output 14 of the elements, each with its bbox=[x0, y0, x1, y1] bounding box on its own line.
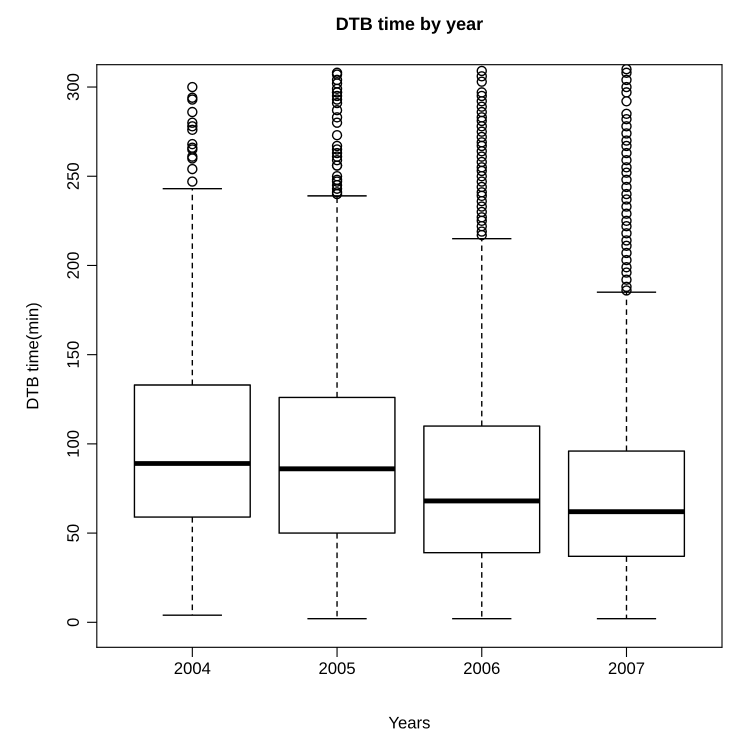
x-tick-label: 2007 bbox=[608, 662, 644, 674]
y-tick-label: 50 bbox=[67, 524, 79, 542]
y-tick-label: 300 bbox=[67, 74, 79, 100]
x-tick-label: 2006 bbox=[464, 662, 500, 674]
y-axis-title: DTB time(min) bbox=[26, 303, 42, 408]
y-tick-label: 0 bbox=[67, 618, 79, 626]
x-tick-label: 2004 bbox=[174, 662, 210, 674]
y-tick-label: 200 bbox=[67, 252, 79, 279]
x-tick-label: 2005 bbox=[319, 662, 355, 674]
x-axis-title: Years bbox=[388, 716, 430, 729]
y-tick-label: 100 bbox=[67, 430, 79, 457]
y-tick-label: 150 bbox=[67, 341, 79, 368]
y-tick-label: 250 bbox=[67, 162, 79, 190]
chart-title: DTB time by year bbox=[336, 16, 483, 34]
